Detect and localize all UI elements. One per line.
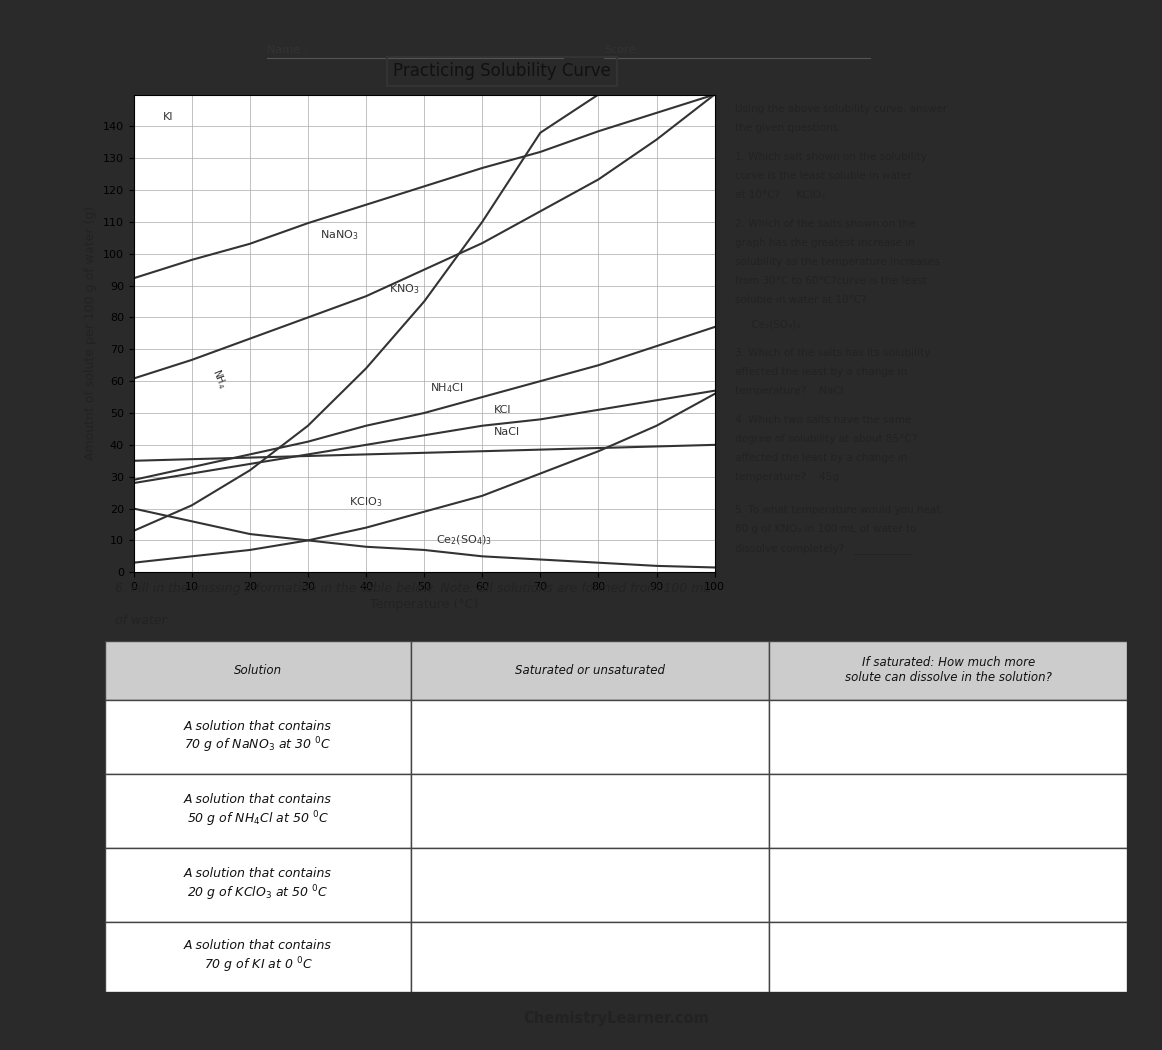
Bar	[769, 774, 1127, 848]
Text: A solution that contains
50 g of NH$_4$Cl at 50 $^0$C: A solution that contains 50 g of NH$_4$C…	[184, 794, 332, 828]
Bar	[105, 848, 411, 922]
Text: NaCl: NaCl	[494, 427, 519, 437]
Text: KNO$_3$: KNO$_3$	[389, 282, 419, 296]
Text: Using the above solubility curve, answer: Using the above solubility curve, answer	[734, 104, 947, 114]
Text: at 10°C?     KClO₃: at 10°C? KClO₃	[734, 190, 825, 201]
Bar	[105, 922, 411, 992]
Text: 1. Which salt shown on the solubility: 1. Which salt shown on the solubility	[734, 152, 926, 162]
Text: If saturated: How much more
solute can dissolve in the solution?: If saturated: How much more solute can d…	[845, 656, 1052, 685]
Bar	[769, 700, 1127, 774]
Text: Ce₂(SO₄)₃: Ce₂(SO₄)₃	[734, 319, 799, 329]
Bar	[105, 700, 411, 774]
Text: 6. Fill in the missing information in the table below. Note: all solutions are f: 6. Fill in the missing information in th…	[115, 582, 710, 595]
Bar	[105, 774, 411, 848]
Text: A solution that contains
70 g of KI at 0 $^0$C: A solution that contains 70 g of KI at 0…	[184, 940, 332, 974]
Bar	[411, 922, 769, 992]
Text: A solution that contains
70 g of NaNO$_3$ at 30 $^0$C: A solution that contains 70 g of NaNO$_3…	[184, 719, 332, 755]
Text: temperature?    NaCl: temperature? NaCl	[734, 386, 844, 396]
Text: 4. Which two salts have the same: 4. Which two salts have the same	[734, 415, 911, 424]
Bar	[769, 848, 1127, 922]
Text: 80 g of KNO₃ in 100 mL of water to: 80 g of KNO₃ in 100 mL of water to	[734, 525, 916, 534]
Text: Score:: Score:	[604, 45, 639, 56]
Bar	[105, 640, 411, 700]
Text: NaNO$_3$: NaNO$_3$	[320, 228, 358, 242]
Bar	[411, 774, 769, 848]
Text: A solution that contains
20 g of KClO$_3$ at 50 $^0$C: A solution that contains 20 g of KClO$_3…	[184, 867, 332, 903]
Bar	[411, 640, 769, 700]
Text: of water: of water	[115, 613, 166, 627]
Text: KI: KI	[163, 112, 173, 122]
Text: soluble in water at 10°C?: soluble in water at 10°C?	[734, 295, 866, 306]
Text: Ce$_2$(SO$_4$)$_3$: Ce$_2$(SO$_4$)$_3$	[436, 533, 492, 547]
Text: KCl: KCl	[494, 405, 511, 415]
Text: 2. Which of the salts shown on the: 2. Which of the salts shown on the	[734, 218, 916, 229]
Text: affected the least by a change in: affected the least by a change in	[734, 366, 906, 377]
Text: Practicing Solubility Curve: Practicing Solubility Curve	[393, 62, 611, 81]
Text: Solution: Solution	[234, 664, 282, 677]
Text: 3. Which of the salts has its solubility: 3. Which of the salts has its solubility	[734, 348, 930, 358]
Text: KClO$_3$: KClO$_3$	[349, 496, 382, 509]
Text: the given questions.: the given questions.	[734, 123, 841, 133]
Text: ChemistryLearner.com: ChemistryLearner.com	[523, 1011, 709, 1026]
Bar	[411, 848, 769, 922]
Bar	[411, 700, 769, 774]
Text: curve is the least soluble in water: curve is the least soluble in water	[734, 171, 911, 181]
Text: NH$_4$: NH$_4$	[209, 368, 230, 392]
Text: Saturated or unsaturated: Saturated or unsaturated	[515, 664, 666, 677]
Text: graph has the greatest increase in: graph has the greatest increase in	[734, 238, 914, 248]
Text: 5. To what temperature would you heat: 5. To what temperature would you heat	[734, 505, 940, 516]
Y-axis label: Amoutnt of solute per 100 g of water (g): Amoutnt of solute per 100 g of water (g)	[84, 206, 98, 461]
Text: Name :: Name :	[267, 45, 307, 56]
Text: NH$_4$Cl: NH$_4$Cl	[430, 381, 464, 395]
Text: degree of solubility at about 85°C?: degree of solubility at about 85°C?	[734, 434, 917, 444]
Text: from 30°C to 60°C?curve is the least: from 30°C to 60°C?curve is the least	[734, 276, 926, 286]
Text: dissolve completely?   ___________: dissolve completely? ___________	[734, 544, 911, 554]
Text: affected the least by a change in: affected the least by a change in	[734, 453, 906, 463]
X-axis label: Temperature (°C): Temperature (°C)	[370, 597, 479, 610]
Text: temperature?    45g: temperature? 45g	[734, 471, 839, 482]
Bar	[769, 640, 1127, 700]
Text: solubility as the temperature increases: solubility as the temperature increases	[734, 257, 939, 267]
Bar	[769, 922, 1127, 992]
